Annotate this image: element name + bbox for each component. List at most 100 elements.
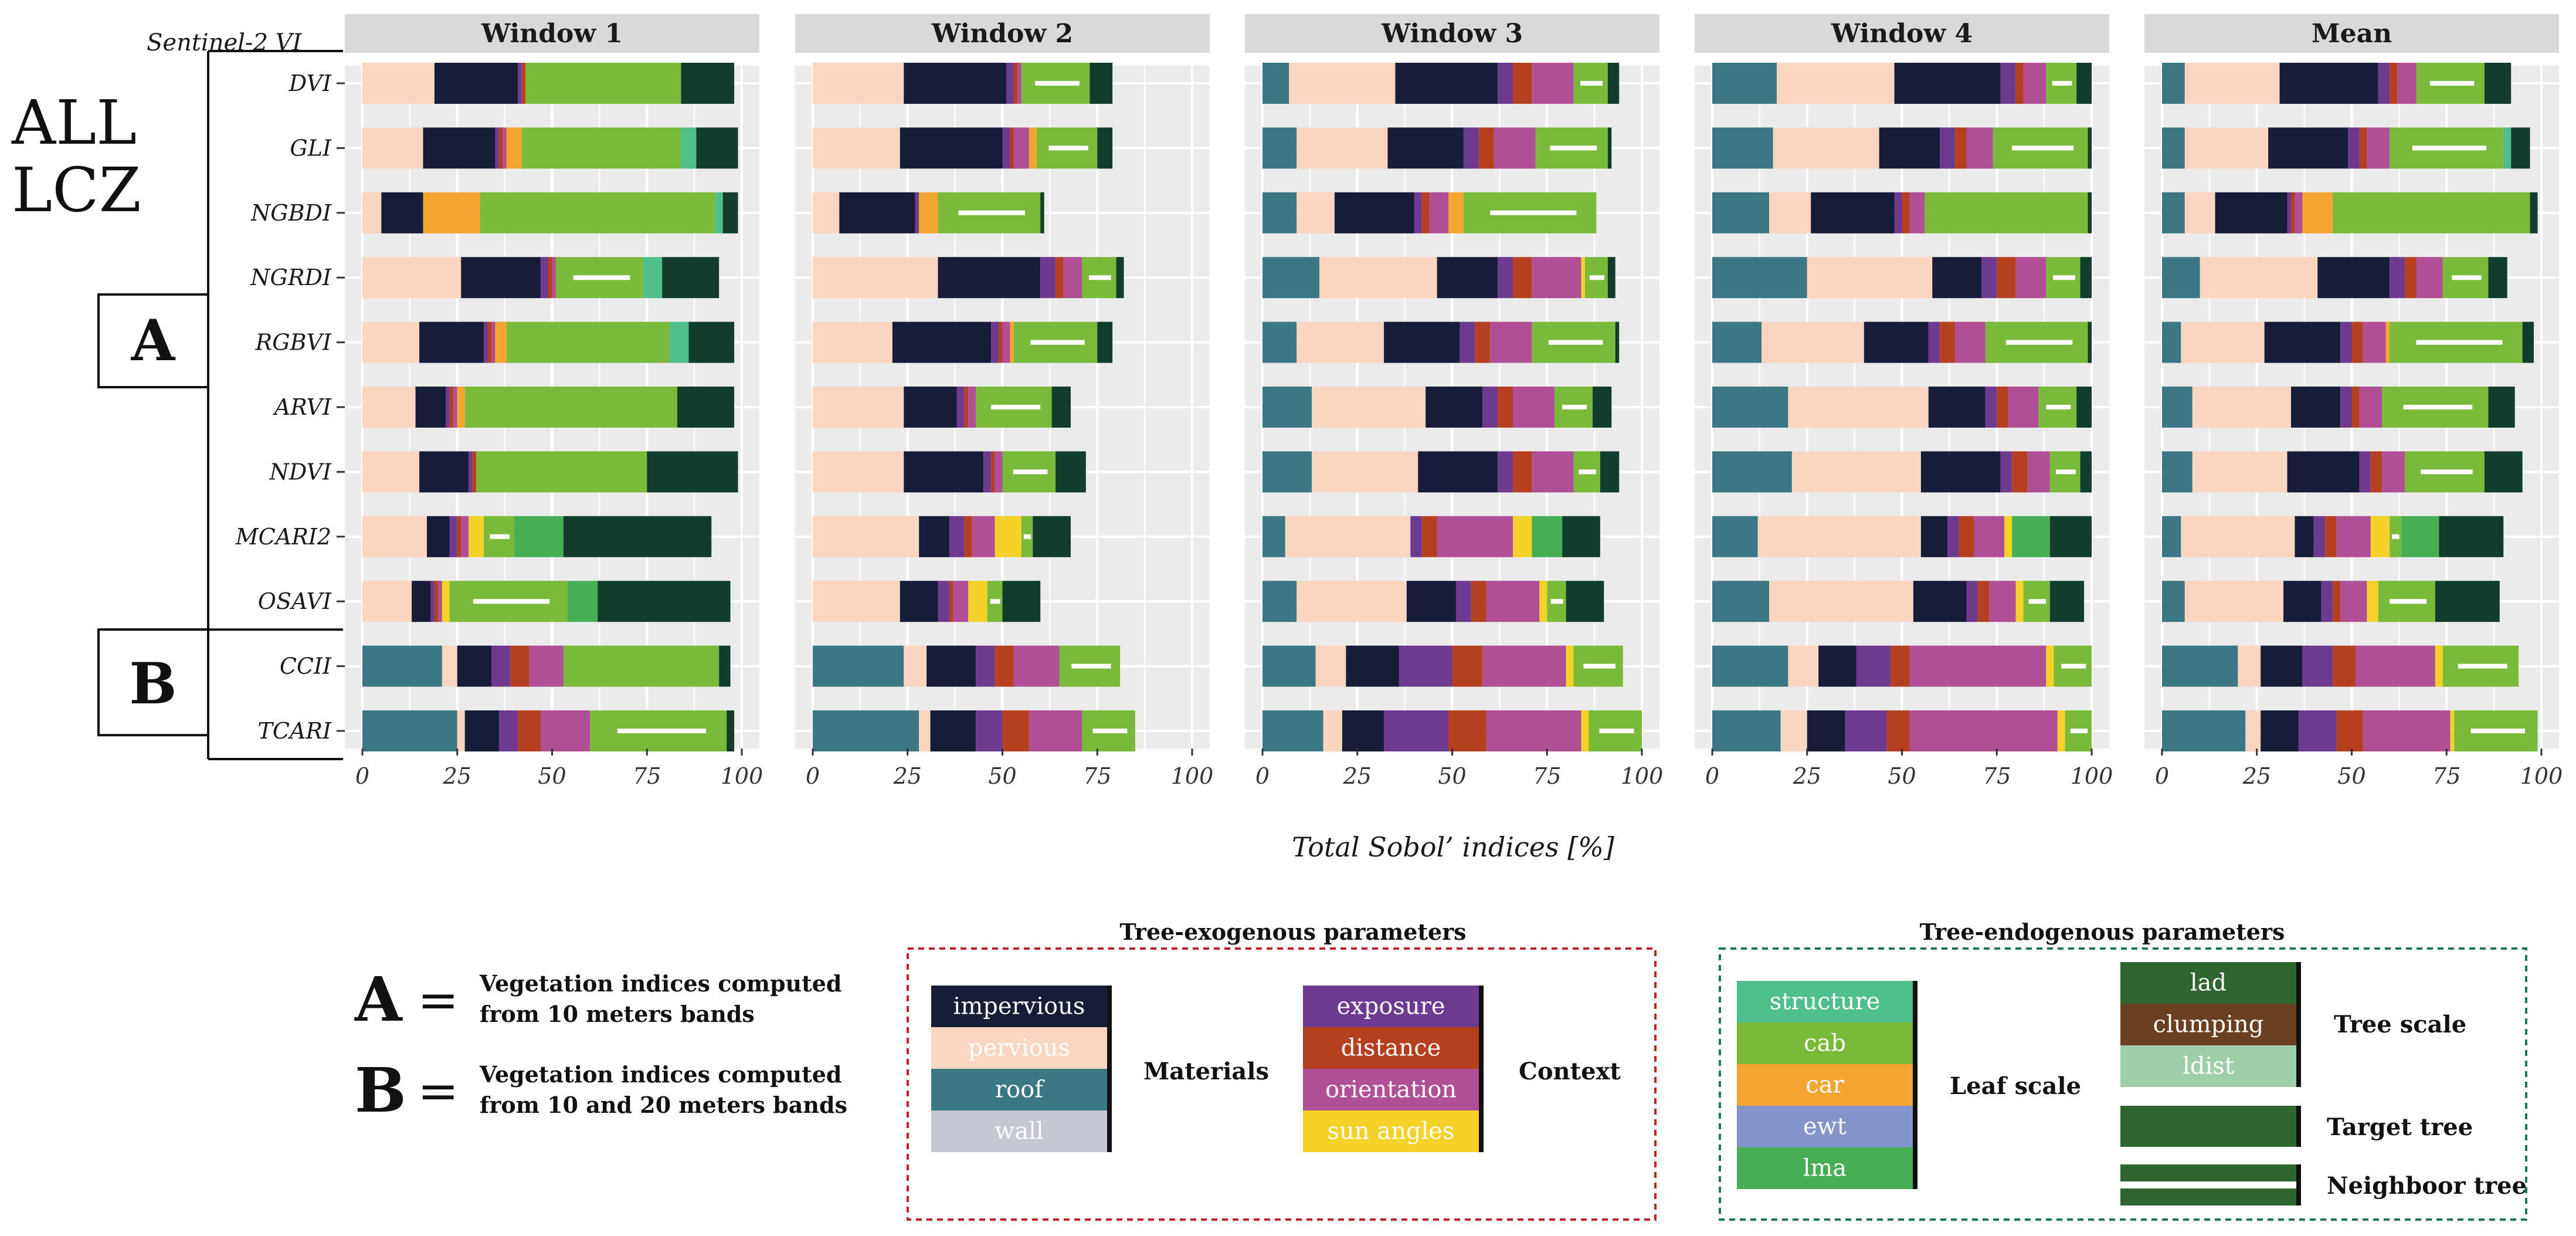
bar-segment-lma — [567, 581, 598, 622]
bar-segment-car — [919, 192, 938, 233]
bar-segment-distance — [1452, 645, 1483, 687]
bar-segment-structure — [715, 192, 723, 233]
panel-strip — [345, 14, 759, 53]
bar-segment-impervious — [892, 321, 992, 363]
bar-segment-impervious — [434, 63, 518, 104]
bar-segment-roof — [2162, 127, 2185, 169]
bar-segment-lad — [727, 710, 735, 751]
bar-segment-orientation — [1429, 192, 1449, 233]
bar-segment-roof — [1262, 581, 1297, 622]
bar-segment-impervious — [457, 645, 491, 687]
bar-segment-roof — [2162, 63, 2185, 104]
bar-segment-sun-angles — [469, 516, 484, 557]
bar-segment-distance — [1055, 257, 1064, 299]
bar-segment-exposure — [2298, 710, 2337, 751]
bar-segment-distance — [2290, 192, 2295, 233]
bar-segment-lad — [662, 257, 719, 299]
bar-segment-sun-angles — [995, 516, 1021, 557]
bar-segment-impervious — [1920, 516, 1948, 557]
bar-segment-distance — [472, 451, 477, 493]
bar-segment-lad — [2435, 581, 2500, 622]
bar-segment-impervious — [423, 127, 495, 169]
bar-segment-roof — [2162, 645, 2238, 687]
bar-segment-exposure — [495, 127, 499, 169]
bar-segment-orientation — [1029, 710, 1082, 751]
bar-segment-distance — [1448, 710, 1486, 751]
bar-segment-lad — [1607, 127, 1612, 169]
panel-window-2: Window 2 0 25 50 75 100 — [795, 14, 1213, 789]
bar-segment-lad — [1607, 63, 1620, 104]
bar-segment-orientation — [2416, 257, 2443, 299]
bar-segment-lma — [2012, 516, 2050, 557]
materials-key-wall — [931, 1110, 1107, 1152]
bar-segment-lad — [2076, 63, 2092, 104]
bar-segment-roof — [1262, 516, 1285, 557]
bar-segment-structure — [670, 321, 689, 363]
bar-segment-pervious — [1289, 63, 1396, 104]
x-tick-label: 50 — [538, 763, 566, 789]
bar-segment-impervious — [2279, 63, 2378, 104]
bar-segment-pervious — [2192, 451, 2287, 493]
bar-segment-impervious — [926, 645, 976, 687]
x-tick-label: 75 — [1533, 763, 1561, 789]
bar-segment-distance — [2370, 451, 2382, 493]
bar-segment-impervious — [415, 387, 446, 428]
bar-segment-roof — [2162, 451, 2193, 493]
bar-segment-roof — [2162, 710, 2246, 751]
bar-segment-impervious — [2283, 581, 2322, 622]
bar-segment-roof — [1262, 127, 1297, 169]
bar-segment-distance — [2333, 645, 2356, 687]
bar-segment-orientation — [529, 645, 564, 687]
bar-segment-exposure — [1498, 451, 1513, 493]
tree-scale-label: Tree scale — [2334, 1011, 2466, 1038]
target-tree-key — [2120, 1106, 2296, 1147]
bar-segment-lad — [1562, 516, 1600, 557]
x-tick-label: 100 — [2071, 763, 2113, 789]
bar-segment-roof — [1262, 710, 1323, 751]
bar-segment-lad — [1600, 451, 1620, 493]
bar-segment-orientation — [2008, 387, 2039, 428]
leaf-key-ewt — [1737, 1106, 1913, 1147]
bar-segment-cab — [521, 127, 681, 169]
bar-segment-pervious — [813, 257, 938, 299]
bar-segment-sun-angles — [2015, 581, 2024, 622]
bar-segment-pervious — [1297, 192, 1335, 233]
all-label: ALL — [11, 87, 137, 158]
bar-segment-car — [423, 192, 480, 233]
bar-segment-roof — [2162, 192, 2185, 233]
bar-segment-exposure — [2390, 257, 2405, 299]
bar-segment-exposure — [541, 257, 549, 299]
bar-segment-pervious — [1297, 321, 1384, 363]
bar-segment-exposure — [1463, 127, 1479, 169]
bar-segment-distance — [434, 581, 439, 622]
bar-segment-orientation — [1486, 710, 1581, 751]
tree-key-label-clumping: clumping — [2153, 1011, 2264, 1038]
bar-segment-lad — [2439, 516, 2504, 557]
bar-segment-pervious — [362, 127, 423, 169]
y-label-rgbvi: RGBVI — [255, 330, 332, 355]
bar-segment-impervious — [1807, 710, 1845, 751]
bar-segment-roof — [362, 710, 457, 751]
bar-segment-exposure — [2348, 127, 2360, 169]
bar-segment-distance — [1891, 645, 1910, 687]
bar-segment-exposure — [1498, 257, 1513, 299]
bar-segment-impervious — [1426, 387, 1483, 428]
bar-segment-pervious — [813, 516, 919, 557]
bar-segment-distance — [964, 516, 972, 557]
tree-key-label-ldist: ldist — [2183, 1052, 2234, 1079]
panel-strip — [795, 14, 1210, 53]
bar-segment-pervious — [2181, 516, 2295, 557]
bar-segment-pervious — [2184, 192, 2215, 233]
bar-segment-pervious — [1776, 63, 1895, 104]
bar-segment-lad — [2080, 451, 2092, 493]
bar-segment-distance — [1955, 127, 1967, 169]
bar-segment-car — [495, 321, 507, 363]
bar-segment-impervious — [1384, 321, 1460, 363]
bar-segment-roof — [813, 645, 904, 687]
bar-segment-exposure — [1002, 127, 1010, 169]
bar-segment-roof — [2162, 387, 2193, 428]
bar-segment-distance — [1475, 321, 1491, 363]
bar-segment-impervious — [839, 192, 915, 233]
bar-segment-roof — [362, 645, 442, 687]
bar-segment-pervious — [1285, 516, 1411, 557]
